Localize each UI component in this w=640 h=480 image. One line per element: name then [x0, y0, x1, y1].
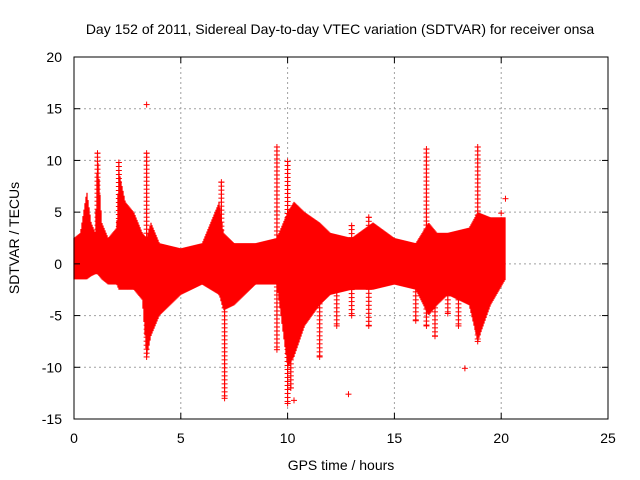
spike-end-marker	[143, 150, 150, 157]
spike-end-marker	[333, 260, 340, 267]
spike-end-marker	[423, 146, 430, 153]
spike-end-marker	[316, 260, 323, 267]
spike-end-marker	[287, 260, 294, 267]
outlier-point	[461, 365, 468, 372]
spike-end-marker	[455, 322, 462, 329]
data-series	[73, 101, 509, 407]
spike-end-marker	[431, 260, 438, 267]
spike-end-marker	[348, 312, 355, 319]
spike-end-marker	[423, 322, 430, 329]
y-tick-label: 15	[46, 101, 62, 117]
spike-end-marker	[444, 260, 451, 267]
spike-end-marker	[273, 143, 280, 150]
spike-end-marker	[273, 346, 280, 353]
y-tick-label: 20	[46, 49, 62, 65]
spike-end-marker	[115, 159, 122, 166]
outlier-point	[502, 195, 509, 202]
x-tick-label: 5	[177, 430, 185, 446]
spike-end-marker	[94, 150, 101, 157]
x-tick-label: 10	[280, 430, 296, 446]
spike-end-marker	[474, 338, 481, 345]
outlier-point	[498, 210, 505, 217]
x-tick-label: 20	[493, 430, 509, 446]
spike-end-marker	[221, 260, 228, 267]
axis-ticks	[73, 56, 609, 420]
x-tick-label: 25	[600, 430, 616, 446]
spike-end-marker	[316, 353, 323, 360]
axis-tick-labels: 0 5 10 15 20 25 -15 -10 -5 0 5 10 15 20	[42, 49, 616, 446]
spike-end-marker	[474, 143, 481, 150]
spike-end-marker	[115, 260, 122, 267]
spike-end-marker	[287, 384, 294, 391]
y-tick-label: 5	[54, 204, 62, 220]
spike-end-marker	[221, 395, 228, 402]
x-axis-label: GPS time / hours	[288, 457, 395, 473]
outlier-point	[291, 397, 298, 404]
spike-end-marker	[284, 158, 291, 165]
spike-end-marker	[365, 322, 372, 329]
spike-end-marker	[94, 260, 101, 267]
spike-end-marker	[143, 353, 150, 360]
spike-end-marker	[365, 214, 372, 221]
outlier-point	[345, 391, 352, 398]
spike-end-marker	[412, 317, 419, 324]
chart-title: Day 152 of 2011, Sidereal Day-to-day VTE…	[86, 21, 595, 37]
spike-end-marker	[444, 310, 451, 317]
y-tick-label: 10	[46, 152, 62, 168]
y-tick-label: 0	[54, 256, 62, 272]
y-tick-label: -10	[42, 359, 62, 375]
spike-end-marker	[348, 222, 355, 229]
spike-end-marker	[218, 179, 225, 186]
plot-frame	[73, 56, 609, 420]
spike-end-marker	[431, 333, 438, 340]
spike-end-marker	[455, 260, 462, 267]
x-tick-label: 15	[387, 430, 403, 446]
x-tick-label: 0	[70, 430, 78, 446]
spike-end-marker	[412, 260, 419, 267]
spike-end-marker	[218, 291, 225, 298]
spike-end-marker	[333, 322, 340, 329]
spike-end-marker	[284, 400, 291, 407]
outlier-point	[143, 101, 150, 108]
y-tick-label: -5	[50, 308, 63, 324]
y-tick-label: -15	[42, 411, 62, 427]
y-axis-label: SDTVAR / TECUs	[6, 182, 22, 294]
